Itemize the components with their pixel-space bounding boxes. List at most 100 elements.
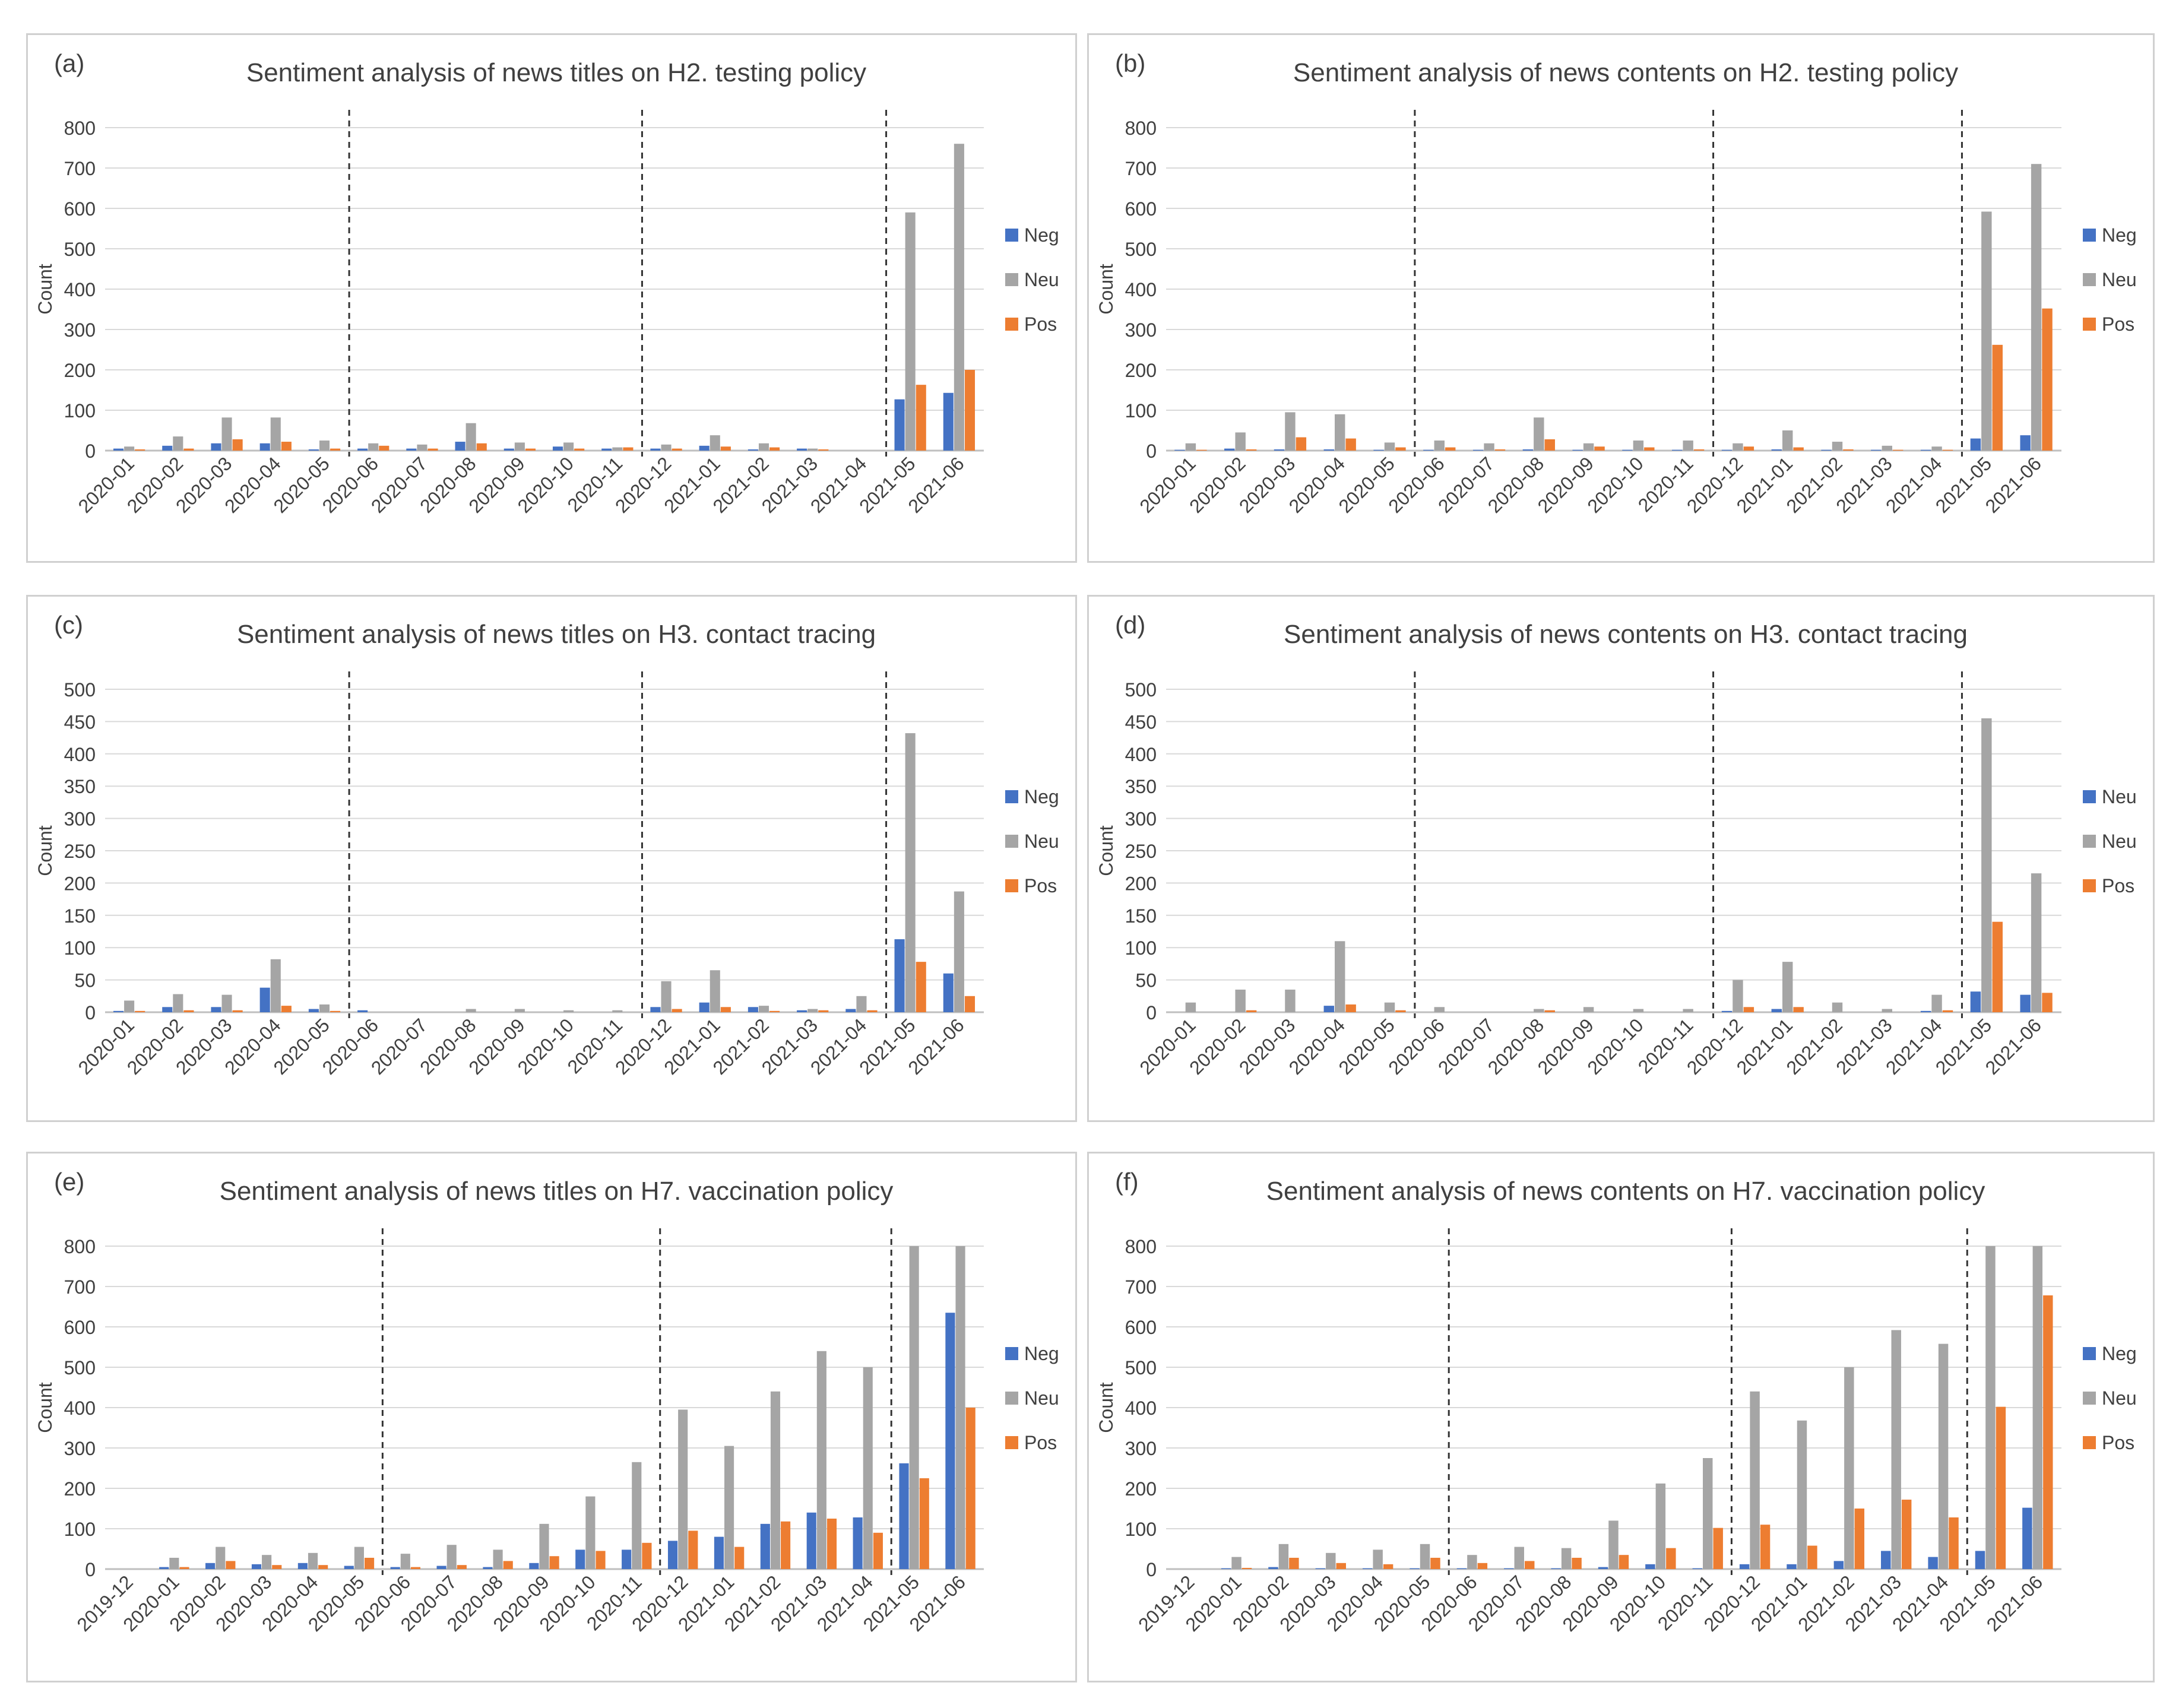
bar-pos [1336,1563,1346,1569]
bar-neu [124,446,135,451]
bar-neg [483,1567,493,1569]
y-tick-label: 400 [1125,744,1157,765]
legend-label: Neg [1024,224,1059,246]
bar-neg [211,443,221,451]
bar-neg [1598,1567,1608,1569]
legend-label: Neu [1024,831,1059,852]
bar-pos [1949,1517,1959,1569]
bar-pos [1743,1007,1754,1012]
bar-neg [1456,1568,1467,1569]
legend-label: Neg [2102,224,2137,246]
legend-swatch-neu [2083,273,2096,286]
bar-neu [354,1547,364,1569]
bar-neu [563,1010,574,1012]
bar-neu [710,970,720,1012]
bar-neg [1315,1568,1326,1569]
chart-title: Sentiment analysis of news titles on H3.… [237,620,876,649]
bar-pos [1395,1010,1406,1012]
bar-neg [601,448,612,451]
bar-neg [357,1010,368,1012]
y-tick-label: 700 [1125,1276,1157,1298]
bar-pos [916,385,926,451]
bar-neg [308,1009,319,1012]
chart-panel-e: (e) Sentiment analysis of news titles on … [26,1152,1077,1682]
bar-neu [1938,1343,1949,1569]
bar-neu [710,435,720,451]
y-tick-label: 0 [85,441,96,462]
bar-neg [344,1566,354,1569]
bar-neu [661,444,672,451]
bar-pos [1843,449,1854,451]
bar-neu [1970,991,1981,1012]
legend-swatch-neg [1005,790,1018,803]
bar-neu [770,1391,781,1569]
bar-pos [1743,446,1754,451]
bar-neg [894,939,905,1012]
bar-pos [826,1519,837,1569]
chart-panel-c: (c) Sentiment analysis of news titles on … [26,595,1077,1122]
bar-neu [1434,441,1445,451]
bar-pos [965,1408,976,1569]
legend-swatch-pos [2083,879,2096,892]
bar-neg [1274,449,1285,451]
bar-pos [964,370,976,451]
bar-neg [1871,449,1882,451]
y-axis-title: Count [1095,1382,1117,1433]
panel-label: (e) [54,1168,84,1196]
x-tick-label: 2020-10 [1583,1014,1647,1078]
bar-neu [1384,442,1395,451]
x-tick-label: 2021-06 [1981,1014,2045,1078]
y-tick-label: 200 [64,360,96,381]
bar-neg [1975,1551,1985,1569]
bar-neu [612,447,623,451]
y-tick-label: 500 [64,239,96,260]
bar-neg [853,1517,863,1569]
y-tick-label: 300 [64,1438,96,1459]
bar-neg [1522,449,1534,451]
bar-neu [1384,1002,1395,1012]
bar-neu [632,1462,642,1569]
chart-panel-f: (f) Sentiment analysis of news contents o… [1087,1152,2155,1682]
bar-pos [1793,447,1804,451]
bar-neu [1733,980,1743,1012]
bar-neu [1931,446,1942,451]
bar-pos [1196,449,1207,451]
bar-neu [1882,445,1892,451]
bar-pos [135,449,145,451]
legend-label: Neg [2102,1343,2137,1364]
bar-neg [1739,1564,1750,1569]
bar-pos [818,1010,829,1012]
bar-neg [436,1566,446,1569]
bar-neu [173,436,183,451]
bar-pos [1892,449,1904,451]
bar-neg [760,1523,770,1569]
y-axis-title: Count [34,1382,56,1433]
bar-neu [539,1523,549,1569]
bar-neu [1920,1010,1931,1012]
bar-neu [308,1552,318,1569]
bar-neg [650,448,661,451]
bar-neg [251,1564,262,1569]
legend-swatch-neu [1005,273,1018,286]
bar-neu [807,448,818,451]
bar-pos [272,1565,282,1569]
bar-neg [1373,449,1384,451]
y-tick-label: 200 [64,1478,96,1500]
bar-neu [1231,1557,1241,1569]
bar-neu [270,959,281,1012]
bar-pos [818,449,829,451]
y-tick-label: 50 [1135,970,1157,991]
bar-neu [221,994,232,1012]
bar-neu [661,981,672,1012]
bar-neu [124,1000,135,1012]
bar-neu [1335,941,1345,1012]
bar-pos [596,1551,606,1569]
y-tick-label: 350 [1125,776,1157,797]
bar-neg [1821,449,1832,451]
bar-neu [1655,1483,1666,1569]
bar-pos [1760,1525,1771,1569]
bar-pos [457,1565,467,1569]
y-tick-label: 400 [64,1398,96,1419]
bar-neu [856,996,867,1012]
bar-neu [216,1547,226,1569]
